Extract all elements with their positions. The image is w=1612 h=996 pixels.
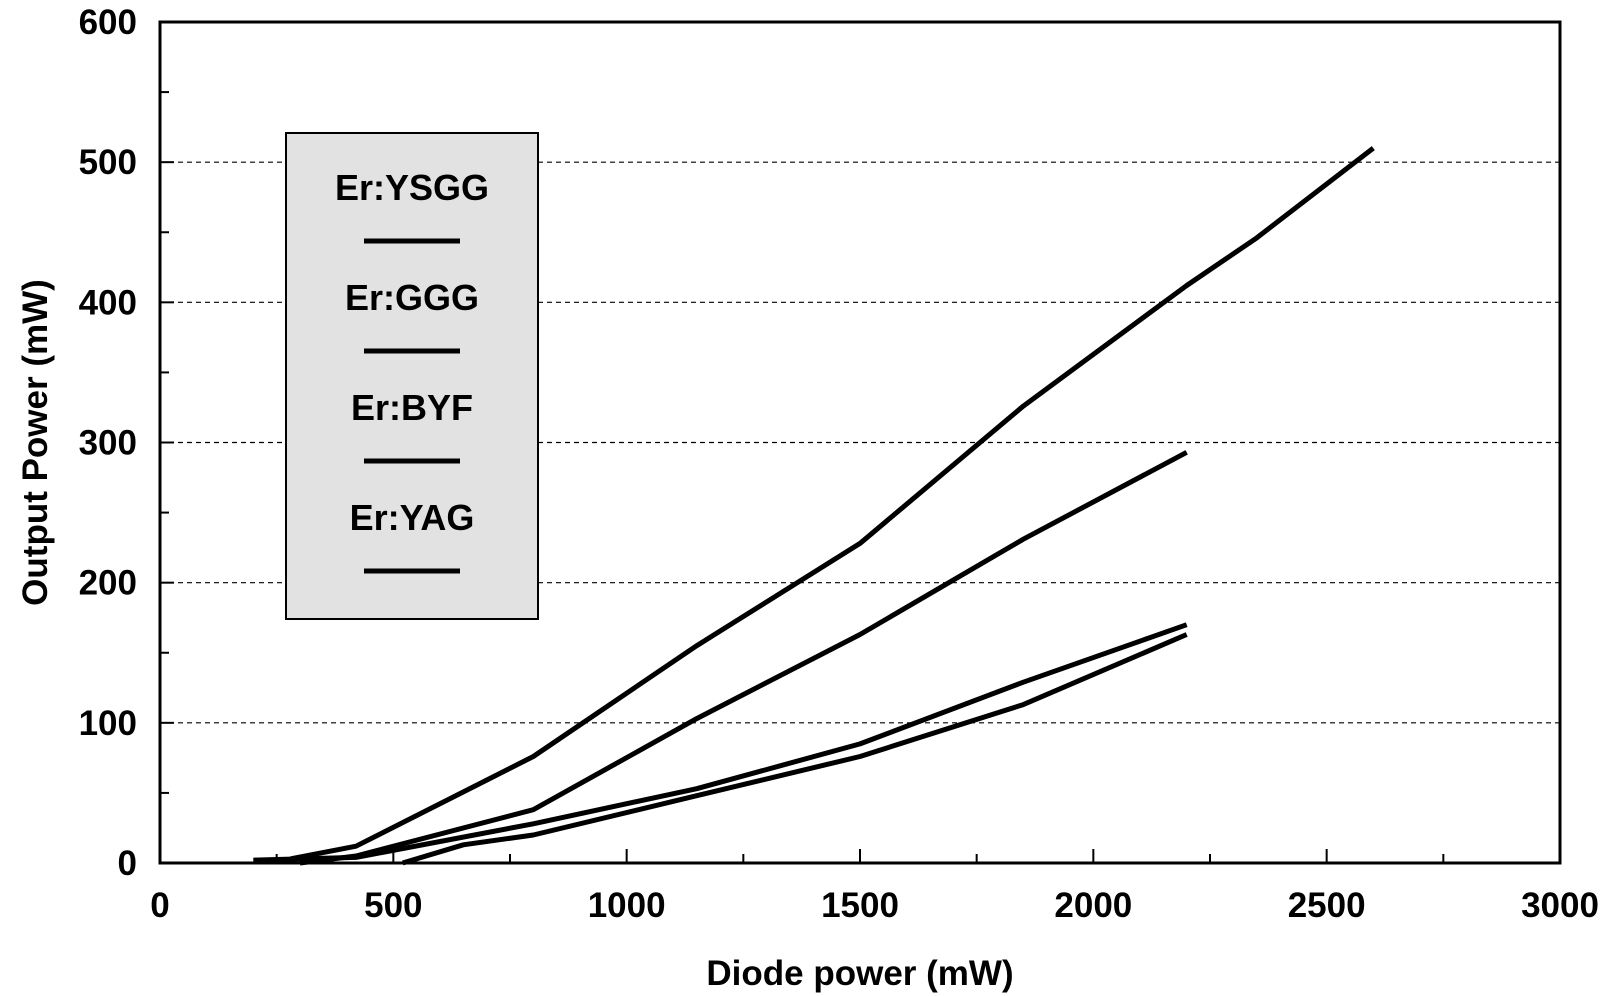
y-axis-title: Output Power (mW) [16,279,55,606]
x-tick-label: 0 [150,886,169,925]
series-line-er-byf [253,622,1188,863]
series-line-er-ysgg [290,146,1375,862]
legend-label: Er:GGG [345,277,479,318]
x-tick-label: 500 [364,886,422,925]
legend-label: Er:BYF [351,387,473,428]
legend: Er:YSGG Er:GGG Er:BYF Er:YAG [285,132,539,620]
ticks: 0 500 1000 1500 2000 2500 3000 0 100 200 300 400 500… [79,3,1599,925]
y-tick-label: 300 [79,424,137,463]
y-tick-label: 500 [79,143,137,182]
y-tick-label: 200 [79,564,137,603]
x-tick-label: 2000 [1054,886,1132,925]
legend-box [285,132,539,620]
series-line-er-yag [401,632,1188,866]
x-tick-label: 3000 [1521,886,1599,925]
series-lines [253,146,1375,866]
x-axis-title: Diode power (mW) [706,954,1013,993]
legend-label: Er:YSGG [335,167,489,208]
y-tick-label: 100 [79,704,137,743]
y-tick-label: 600 [79,3,137,42]
x-tick-label: 1000 [588,886,666,925]
legend-label: Er:YAG [350,497,475,538]
y-tick-label: 400 [79,283,137,322]
y-tick-label: 0 [118,844,137,883]
x-tick-label: 2500 [1288,886,1366,925]
x-tick-label: 1500 [821,886,899,925]
